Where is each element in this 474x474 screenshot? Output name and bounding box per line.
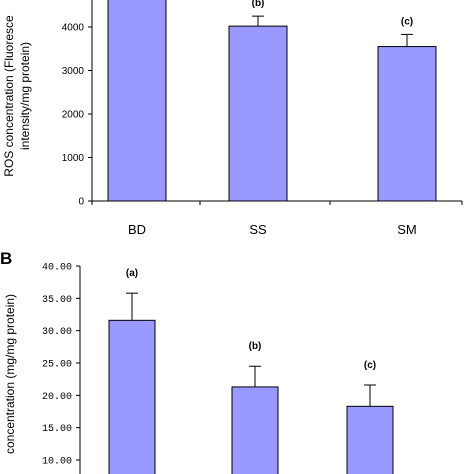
x-tick-label: BD [128, 222, 146, 237]
y-tick-label: 3000 [62, 66, 85, 77]
bar [377, 46, 437, 202]
y-axis-title: ROS concentration (Fluoresce [2, 15, 16, 177]
significance-label: (a) [126, 268, 138, 279]
bar [346, 405, 394, 474]
y-axis-title: concentration (mg/mg protein) [3, 294, 17, 454]
y-tick-label: 20.00 [42, 392, 72, 403]
y-tick-label: 25.00 [42, 360, 72, 371]
panel-b-chart: B 10.00 15.00 20.00 25.00 30.00 35.00 40.00 (a) (… [0, 249, 394, 474]
x-tick-label: SM [397, 222, 417, 237]
y-tick-label: 2000 [62, 110, 85, 121]
y-tick-label: 1000 [62, 153, 85, 164]
significance-label: (b) [252, 0, 265, 9]
y-tick-label: 40.00 [42, 263, 72, 274]
y-tick-label: 15.00 [42, 424, 72, 435]
panel-a-chart: 0 1000 2000 3000 4000 BD (b) SS (c) SM ROS concent… [2, 0, 463, 237]
bar [107, 0, 167, 202]
y-tick-label: 35.00 [42, 295, 72, 306]
bar [231, 386, 279, 474]
y-tick-label: 0 [78, 197, 84, 208]
bar [228, 25, 288, 202]
significance-label: (b) [249, 341, 262, 352]
bar [108, 319, 156, 474]
x-tick-label: SS [249, 222, 267, 237]
y-tick-label: 4000 [62, 23, 85, 34]
significance-label: (c) [364, 360, 376, 371]
panel-letter: B [0, 249, 12, 268]
y-axis-title: intensity/mg protein) [18, 42, 32, 150]
y-tick-label: 30.00 [42, 327, 72, 338]
y-tick-label: 10.00 [42, 457, 72, 468]
significance-label: (c) [401, 16, 413, 27]
